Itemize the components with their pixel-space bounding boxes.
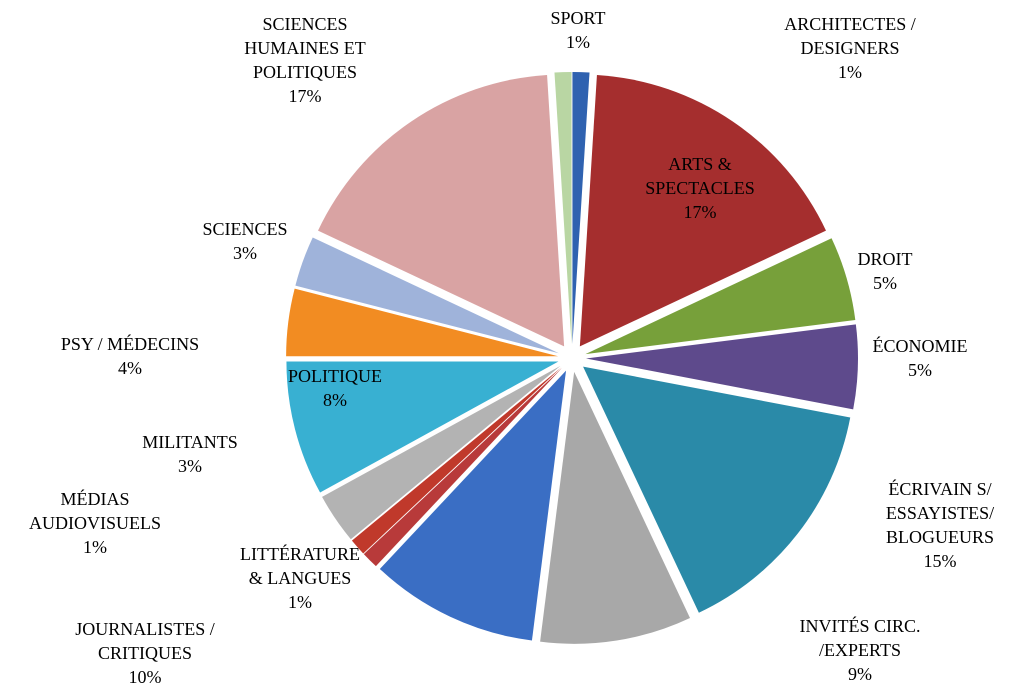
value-label: 5% bbox=[908, 360, 932, 380]
slice-label: ÉCRIVAIN S/ bbox=[888, 478, 991, 499]
slice-label: SCIENCES bbox=[202, 219, 287, 239]
slice-label: DROIT bbox=[858, 249, 913, 269]
slice-label: ESSAYISTES/ bbox=[886, 503, 994, 523]
slice-label: MÉDIAS bbox=[60, 488, 129, 509]
pie-slice bbox=[554, 72, 572, 345]
value-label: 1% bbox=[288, 592, 312, 612]
slice-label: MILITANTS bbox=[142, 432, 238, 452]
value-label: 3% bbox=[233, 243, 257, 263]
pie-slice bbox=[540, 371, 691, 644]
slice-label: LITTÉRATURE bbox=[240, 543, 360, 564]
slice-label: POLITIQUES bbox=[253, 62, 357, 82]
value-label: 15% bbox=[924, 551, 957, 571]
slice-label: CRITIQUES bbox=[98, 643, 192, 663]
slice-label: JOURNALISTES / bbox=[75, 619, 215, 639]
slice-label: INVITÉS CIRC. bbox=[800, 615, 921, 636]
pie-slice bbox=[286, 288, 559, 357]
slice-label: PSY / MÉDECINS bbox=[61, 333, 199, 354]
slice-label: SCIENCES bbox=[262, 14, 347, 34]
slice-label: AUDIOVISUELS bbox=[29, 513, 161, 533]
value-label: 1% bbox=[566, 32, 590, 52]
value-label: 3% bbox=[178, 456, 202, 476]
value-label: 1% bbox=[838, 62, 862, 82]
value-label: 4% bbox=[118, 358, 142, 378]
value-label: 5% bbox=[873, 273, 897, 293]
slice-label: HUMAINES ET bbox=[244, 38, 366, 58]
pie-slice bbox=[579, 74, 826, 347]
pie-slice bbox=[322, 365, 561, 540]
pie-slice bbox=[351, 367, 562, 554]
value-label: 10% bbox=[129, 667, 162, 687]
pie-slice bbox=[379, 370, 567, 641]
slice-label: ARCHITECTES / bbox=[784, 14, 916, 34]
pie-slice bbox=[286, 361, 559, 493]
pie-slice bbox=[583, 366, 851, 613]
pie-slice bbox=[363, 367, 563, 567]
slice-label: BLOGUEURS bbox=[886, 527, 994, 547]
slice-label: & LANGUES bbox=[249, 568, 352, 588]
value-label: 17% bbox=[684, 202, 717, 222]
slice-label: ARTS & bbox=[668, 154, 731, 174]
value-label: 17% bbox=[289, 86, 322, 106]
pie-slice bbox=[318, 74, 565, 347]
pie-slice bbox=[585, 324, 858, 410]
value-label: 8% bbox=[323, 390, 347, 410]
slice-label: /EXPERTS bbox=[819, 640, 901, 660]
value-label: 1% bbox=[83, 537, 107, 557]
pie-slice bbox=[295, 237, 559, 354]
pie-slice bbox=[585, 238, 856, 355]
slice-label: SPORT bbox=[551, 8, 606, 28]
value-label: 9% bbox=[848, 664, 872, 684]
slice-label: SPECTACLES bbox=[645, 178, 755, 198]
pie-slice bbox=[572, 72, 590, 345]
slice-label: DESIGNERS bbox=[800, 38, 899, 58]
slice-label: POLITIQUE bbox=[288, 366, 382, 386]
slice-label: ÉCONOMIE bbox=[873, 335, 968, 356]
